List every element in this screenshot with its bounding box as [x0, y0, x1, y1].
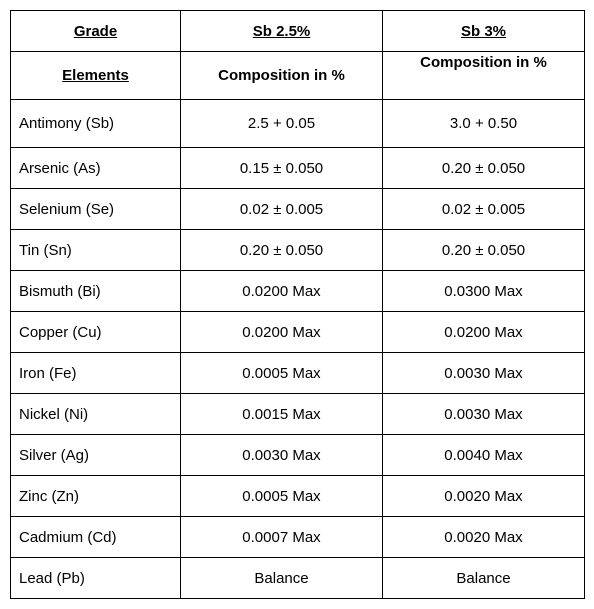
value-cell: 0.0020 Max [383, 476, 585, 517]
value-cell: Balance [383, 558, 585, 599]
element-cell: Iron (Fe) [11, 353, 181, 394]
grade-header: Grade [11, 11, 181, 52]
value-cell: 0.0200 Max [383, 312, 585, 353]
value-cell: 0.20 ± 0.050 [383, 148, 585, 189]
value-cell: 0.20 ± 0.050 [181, 230, 383, 271]
value-cell: 0.0030 Max [181, 435, 383, 476]
value-cell: 0.0005 Max [181, 476, 383, 517]
value-cell: 0.15 ± 0.050 [181, 148, 383, 189]
element-cell: Cadmium (Cd) [11, 517, 181, 558]
value-cell: 0.0020 Max [383, 517, 585, 558]
value-cell: 0.0200 Max [181, 312, 383, 353]
value-cell: 0.20 ± 0.050 [383, 230, 585, 271]
value-cell: 0.0030 Max [383, 394, 585, 435]
table-row: Copper (Cu) 0.0200 Max 0.0200 Max [11, 312, 585, 353]
value-cell: 0.0007 Max [181, 517, 383, 558]
table-row: Iron (Fe) 0.0005 Max 0.0030 Max [11, 353, 585, 394]
table-row: Cadmium (Cd) 0.0007 Max 0.0020 Max [11, 517, 585, 558]
value-cell: 0.0005 Max [181, 353, 383, 394]
composition-header-2: Composition in % [383, 52, 585, 100]
table-row: Lead (Pb) Balance Balance [11, 558, 585, 599]
element-cell: Zinc (Zn) [11, 476, 181, 517]
value-cell: Balance [181, 558, 383, 599]
grade-1-header: Sb 2.5% [181, 11, 383, 52]
table-row: Bismuth (Bi) 0.0200 Max 0.0300 Max [11, 271, 585, 312]
element-cell: Lead (Pb) [11, 558, 181, 599]
value-cell: 3.0 + 0.50 [383, 100, 585, 148]
value-cell: 0.02 ± 0.005 [383, 189, 585, 230]
elements-header: Elements [11, 52, 181, 100]
table-row: Arsenic (As) 0.15 ± 0.050 0.20 ± 0.050 [11, 148, 585, 189]
value-cell: 0.0030 Max [383, 353, 585, 394]
element-cell: Tin (Sn) [11, 230, 181, 271]
table-row: Tin (Sn) 0.20 ± 0.050 0.20 ± 0.050 [11, 230, 585, 271]
value-cell: 0.0300 Max [383, 271, 585, 312]
element-cell: Silver (Ag) [11, 435, 181, 476]
element-cell: Copper (Cu) [11, 312, 181, 353]
value-cell: 0.0040 Max [383, 435, 585, 476]
table-row: Antimony (Sb) 2.5 + 0.05 3.0 + 0.50 [11, 100, 585, 148]
element-cell: Nickel (Ni) [11, 394, 181, 435]
composition-header-1: Composition in % [181, 52, 383, 100]
table-row: Nickel (Ni) 0.0015 Max 0.0030 Max [11, 394, 585, 435]
table-body: Grade Sb 2.5% Sb 3% Elements Composition… [11, 11, 585, 599]
table-row: Silver (Ag) 0.0030 Max 0.0040 Max [11, 435, 585, 476]
value-cell: 0.02 ± 0.005 [181, 189, 383, 230]
value-cell: 2.5 + 0.05 [181, 100, 383, 148]
element-cell: Bismuth (Bi) [11, 271, 181, 312]
header-row-1: Grade Sb 2.5% Sb 3% [11, 11, 585, 52]
element-cell: Antimony (Sb) [11, 100, 181, 148]
value-cell: 0.0200 Max [181, 271, 383, 312]
header-row-2: Elements Composition in % Composition in… [11, 52, 585, 100]
table-row: Zinc (Zn) 0.0005 Max 0.0020 Max [11, 476, 585, 517]
grade-2-header: Sb 3% [383, 11, 585, 52]
element-cell: Selenium (Se) [11, 189, 181, 230]
element-cell: Arsenic (As) [11, 148, 181, 189]
value-cell: 0.0015 Max [181, 394, 383, 435]
table-row: Selenium (Se) 0.02 ± 0.005 0.02 ± 0.005 [11, 189, 585, 230]
composition-table: Grade Sb 2.5% Sb 3% Elements Composition… [10, 10, 585, 599]
